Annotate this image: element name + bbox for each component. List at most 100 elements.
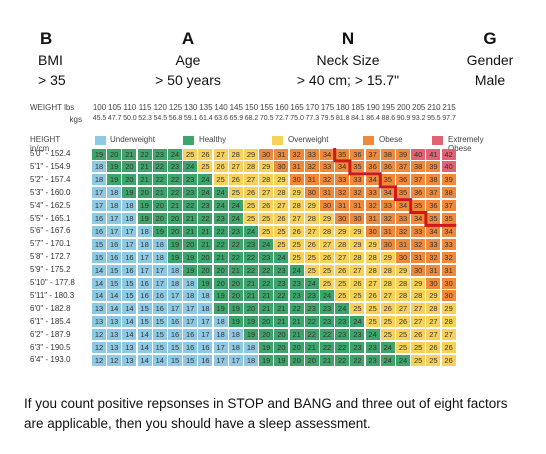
bmi-cell: 13	[122, 354, 137, 366]
bmi-cell: 20	[152, 200, 167, 212]
bmi-cell: 27	[320, 238, 334, 250]
weight-kgs-value: 95.5	[427, 115, 441, 122]
bmi-cell: 21	[244, 277, 258, 289]
bmi-cell: 17	[137, 251, 152, 263]
bmi-cell: 18	[122, 213, 137, 224]
legend-healthy: Healthy	[199, 135, 227, 144]
height-row-label: 5'9" - 175.2	[30, 265, 71, 275]
bmi-cell: 16	[183, 329, 198, 341]
bmi-cell: 22	[137, 148, 152, 160]
bmi-cell: 35	[350, 161, 365, 173]
bmi-cell: 25	[244, 213, 258, 224]
weight-lbs-value: 175	[320, 103, 335, 112]
bmi-cell: 14	[152, 354, 167, 366]
bmi-cell: 12	[92, 354, 106, 366]
bmi-cell: 24	[335, 303, 350, 315]
bmi-cell: 18	[92, 161, 106, 173]
bmi-cell: 29	[289, 187, 304, 199]
bmi-cell: 23	[259, 251, 274, 263]
bmi-cell: 23	[213, 213, 228, 224]
bmi-cell: 22	[335, 342, 350, 353]
bmi-cell: 21	[274, 316, 289, 328]
bmi-cell: 18	[168, 264, 182, 276]
age-column: A Age > 50 years	[128, 28, 248, 90]
bmi-cell: 15	[92, 251, 106, 263]
bmi-cell: 38	[426, 174, 441, 186]
bmi-cell: 18	[152, 238, 167, 250]
bmi-cell: 31	[426, 264, 441, 276]
weight-lbs-label: WEIGHT lbs	[30, 103, 75, 112]
height-row-label: 5'7" - 170.1	[30, 239, 71, 249]
bmi-cell: 15	[122, 290, 137, 302]
bmi-cell: 15	[92, 238, 106, 250]
bmi-cell: 21	[244, 290, 258, 302]
bmi-cell: 28	[365, 264, 380, 276]
bmi-cell: 26	[228, 174, 243, 186]
bmi-cell: 20	[107, 148, 122, 160]
bmi-cell: 14	[137, 342, 152, 353]
bmi-cell: 25	[350, 290, 365, 302]
bmi-cell: 16	[137, 290, 152, 302]
bmi-cell: 18	[228, 329, 243, 341]
bmi-cell: 29	[350, 225, 365, 237]
bmi-cell: 38	[441, 187, 456, 199]
bmi-cell: 18	[107, 187, 122, 199]
weight-lbs-value: 135	[199, 103, 213, 112]
bmi-cell: 28	[304, 213, 319, 224]
bmi-cell: 30	[396, 251, 410, 263]
bmi-cell: 19	[168, 251, 182, 263]
bmi-cell: 28	[426, 303, 441, 315]
bmi-cell: 19	[107, 161, 122, 173]
bmi-cell: 19	[259, 342, 274, 353]
weight-lbs-value: 140	[214, 103, 228, 112]
bmi-cell: 31	[411, 251, 426, 263]
bmi-cell: 27	[213, 148, 228, 160]
bmi-cell: 25	[380, 316, 395, 328]
bmi-cell: 25	[426, 354, 441, 366]
weight-kgs-value: 50.0	[123, 115, 137, 122]
bmi-cell: 13	[92, 316, 106, 328]
bmi-cell: 29	[426, 290, 441, 302]
weight-kgs-value: 90.9	[396, 115, 411, 122]
bmi-cell: 32	[365, 200, 380, 212]
bmi-cell: 32	[426, 251, 441, 263]
weight-lbs-value: 145	[229, 103, 243, 112]
bmi-cell: 15	[152, 329, 167, 341]
bmi-cell: 27	[426, 329, 441, 341]
height-row-label: 5'10" - 177.8	[30, 278, 75, 287]
bmi-cell: 22	[274, 290, 289, 302]
bmi-cell: 22	[198, 213, 213, 224]
bmi-cell: 23	[228, 225, 243, 237]
bmi-cell: 25	[396, 329, 410, 341]
bmi-cell: 19	[198, 277, 213, 289]
bmi-cell: 32	[350, 187, 365, 199]
bmi-cell: 33	[335, 174, 350, 186]
bmi-cell: 19	[259, 354, 274, 366]
bmi-cell: 16	[183, 342, 198, 353]
obese-swatch	[363, 136, 374, 145]
bmi-cell: 24	[320, 290, 334, 302]
bmi-cell: 19	[244, 329, 258, 341]
bmi-cell: 32	[304, 161, 319, 173]
bmi-cell: 24	[274, 251, 289, 263]
bmi-cell: 27	[411, 316, 426, 328]
height-row-label: 6'2" - 187.9	[30, 329, 71, 339]
bmi-cell: 24	[350, 316, 365, 328]
bmi-cell: 24	[198, 187, 213, 199]
weight-lbs-value: 115	[138, 103, 152, 112]
bmi-cell: 19	[152, 225, 167, 237]
footer-note: If you count positive repsonses in STOP …	[24, 394, 534, 434]
bmi-cell: 25	[411, 354, 426, 366]
weight-lbs-value: 100	[92, 103, 107, 112]
bmi-cell: 27	[380, 290, 395, 302]
bmi-cell: 14	[92, 290, 106, 302]
bmi-cell: 17	[168, 290, 182, 302]
bmi-cell: 30	[380, 238, 395, 250]
bmi-cell: 20	[198, 251, 213, 263]
bmi-cell: 28	[411, 290, 426, 302]
height-row-label: 5'8" - 172.7	[30, 252, 71, 262]
bmi-cell: 24	[304, 277, 319, 289]
bmi-cell: 16	[152, 290, 167, 302]
weight-kgs-value: 52.3	[138, 115, 152, 122]
height-row-label: 5'3" - 160.0	[30, 187, 71, 197]
